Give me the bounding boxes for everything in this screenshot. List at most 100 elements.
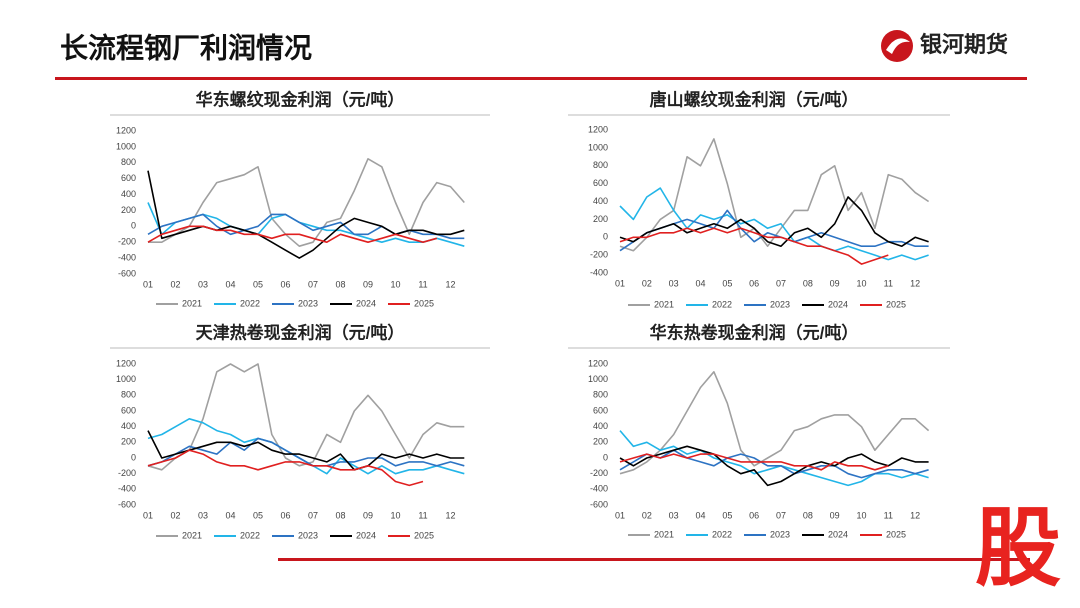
- x-tick-label: 11: [884, 278, 893, 288]
- y-tick-label: 0: [603, 232, 608, 242]
- legend-label: 2025: [886, 299, 906, 309]
- legend-label: 2023: [298, 298, 318, 308]
- x-tick-label: 04: [695, 510, 705, 520]
- x-tick-label: 05: [253, 279, 263, 289]
- x-tick-label: 08: [335, 510, 345, 520]
- x-tick-label: 01: [143, 279, 153, 289]
- legend-label: 2022: [240, 530, 260, 540]
- x-tick-label: 09: [830, 278, 840, 288]
- x-tick-label: 11: [418, 510, 427, 520]
- x-tick-label: 12: [910, 510, 920, 520]
- series-line: [619, 371, 930, 475]
- legend-label: 2024: [356, 298, 376, 308]
- series-line: [619, 138, 930, 252]
- y-tick-label: 1000: [116, 141, 136, 151]
- y-tick-label: 600: [593, 405, 608, 415]
- series-line: [147, 225, 438, 243]
- y-tick-label: -200: [590, 250, 608, 260]
- y-tick-label: 1200: [588, 358, 608, 368]
- series-line: [619, 445, 929, 487]
- x-tick-label: 01: [615, 510, 625, 520]
- x-tick-label: 05: [722, 510, 732, 520]
- x-tick-label: 03: [198, 510, 208, 520]
- x-tick-label: 02: [170, 279, 180, 289]
- header-rule: [55, 77, 1027, 80]
- x-tick-label: 07: [776, 278, 786, 288]
- x-tick-label: 04: [225, 279, 235, 289]
- series-line: [148, 158, 465, 247]
- x-tick-label: 07: [776, 510, 786, 520]
- x-tick-label: 06: [749, 510, 759, 520]
- y-tick-label: 0: [131, 452, 136, 462]
- y-tick-label: 400: [121, 189, 136, 199]
- x-tick-label: 01: [615, 278, 625, 288]
- x-tick-label: 09: [363, 510, 373, 520]
- legend-label: 2023: [770, 299, 790, 309]
- logo-text: 银河期货: [920, 32, 1008, 57]
- y-tick-label: 1000: [116, 374, 136, 384]
- y-tick-label: 1200: [588, 124, 608, 134]
- y-tick-label: 0: [131, 221, 136, 231]
- watermark: 股: [975, 501, 1061, 597]
- x-tick-label: 01: [143, 510, 153, 520]
- legend-label: 2021: [182, 530, 202, 540]
- legend-label: 2022: [712, 529, 732, 539]
- series-line: [619, 187, 929, 261]
- y-tick-label: 600: [121, 405, 136, 415]
- x-tick-label: 06: [749, 278, 759, 288]
- y-tick-label: 1200: [116, 125, 136, 135]
- y-tick-label: -200: [118, 237, 136, 247]
- chart-title: 天津热卷现金利润（元/吨）: [196, 322, 405, 342]
- x-tick-label: 04: [225, 510, 235, 520]
- y-tick-label: 800: [121, 157, 136, 167]
- x-tick-label: 10: [856, 278, 866, 288]
- x-tick-label: 05: [722, 278, 732, 288]
- series-line: [619, 227, 889, 265]
- footer-rule: [278, 558, 1030, 561]
- x-tick-label: 10: [390, 510, 400, 520]
- x-tick-label: 04: [695, 278, 705, 288]
- y-tick-label: -600: [118, 268, 136, 278]
- x-tick-label: 03: [669, 278, 679, 288]
- y-tick-label: 400: [593, 421, 608, 431]
- y-tick-label: -200: [590, 468, 608, 478]
- legend-label: 2022: [712, 299, 732, 309]
- x-tick-label: 11: [884, 510, 893, 520]
- y-tick-label: 800: [593, 390, 608, 400]
- x-tick-label: 12: [445, 510, 455, 520]
- x-tick-label: 11: [418, 279, 427, 289]
- series-line: [619, 453, 889, 471]
- y-tick-label: -400: [590, 267, 608, 277]
- y-tick-label: -200: [118, 468, 136, 478]
- legend-label: 2022: [240, 298, 260, 308]
- y-tick-label: 400: [593, 196, 608, 206]
- x-tick-label: 10: [856, 510, 866, 520]
- y-tick-label: 600: [593, 178, 608, 188]
- x-tick-label: 09: [363, 279, 373, 289]
- chart-title: 华东螺纹现金利润（元/吨）: [196, 89, 405, 109]
- series-line: [147, 437, 465, 467]
- x-tick-label: 02: [170, 510, 180, 520]
- y-tick-label: 0: [603, 452, 608, 462]
- x-tick-label: 08: [335, 279, 345, 289]
- x-tick-label: 08: [803, 510, 813, 520]
- y-tick-label: 200: [121, 437, 136, 447]
- y-tick-label: 800: [121, 390, 136, 400]
- x-tick-label: 05: [253, 510, 263, 520]
- y-tick-label: -400: [590, 484, 608, 494]
- chart-title: 唐山螺纹现金利润（元/吨）: [650, 89, 859, 109]
- x-tick-label: 06: [280, 510, 290, 520]
- x-tick-label: 07: [308, 510, 318, 520]
- x-tick-label: 08: [803, 278, 813, 288]
- legend-label: 2021: [182, 298, 202, 308]
- legend-label: 2023: [770, 529, 790, 539]
- x-tick-label: 02: [642, 510, 652, 520]
- x-tick-label: 03: [198, 279, 208, 289]
- y-tick-label: 1200: [116, 358, 136, 368]
- series-line: [147, 363, 465, 471]
- y-tick-label: 200: [121, 205, 136, 215]
- y-tick-label: -400: [118, 252, 136, 262]
- legend-label: 2021: [654, 529, 674, 539]
- series-line: [147, 430, 465, 471]
- x-tick-label: 10: [390, 279, 400, 289]
